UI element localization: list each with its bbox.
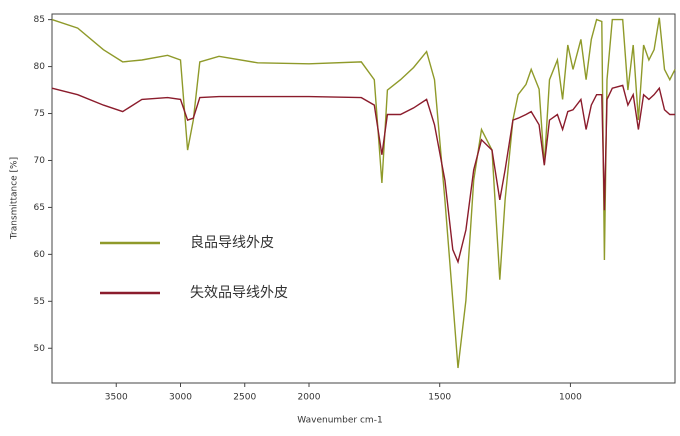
y-tick-label: 55	[34, 297, 45, 307]
plot-frame	[51, 13, 676, 384]
x-tick-label: 1000	[559, 393, 582, 403]
y-tick-label: 80	[34, 62, 46, 72]
x-axis-label: Wavenumber cm-1	[297, 416, 382, 426]
x-tick-label: 2000	[298, 393, 321, 403]
y-tick-label: 70	[34, 156, 46, 166]
y-axis-label: Transmittance [%]	[10, 157, 20, 240]
y-tick-label: 50	[34, 344, 46, 354]
y-tick-label: 85	[34, 15, 45, 25]
spectrum-line	[51, 84, 675, 265]
x-tick-label: 2500	[233, 393, 256, 403]
x-tick-label: 3500	[105, 393, 128, 403]
y-tick-label: 65	[34, 203, 45, 213]
y-tick-label: 60	[34, 250, 46, 260]
x-tick-label: 3000	[169, 393, 192, 403]
legend-label: 良品导线外皮	[190, 235, 274, 251]
y-tick-label: 75	[34, 109, 45, 119]
x-tick-label: 1500	[428, 393, 451, 403]
spectrum-line	[51, 17, 676, 369]
legend-label: 失效品导线外皮	[190, 285, 288, 301]
